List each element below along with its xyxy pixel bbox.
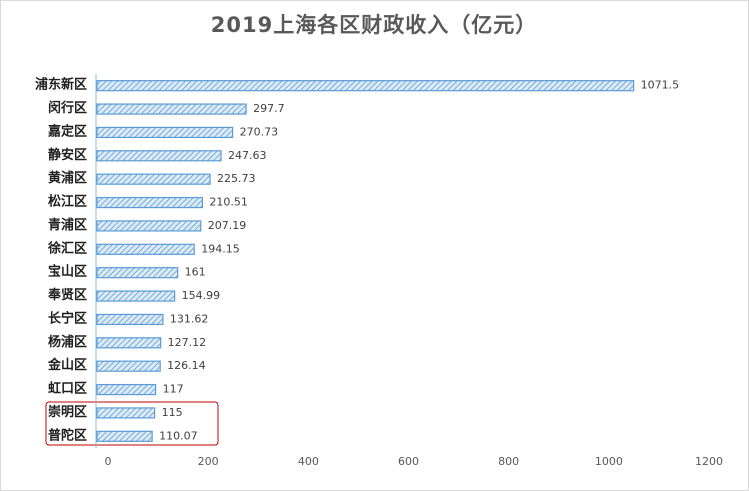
x-tick-label: 1000 [595, 455, 623, 468]
bar [96, 126, 234, 139]
bar [96, 80, 635, 92]
y-tick-label: 静安区 [48, 147, 87, 162]
value-label: 131.62 [170, 312, 209, 325]
value-label: 270.73 [240, 125, 279, 138]
bar [96, 103, 247, 115]
y-tick-label: 黄浦区 [48, 170, 87, 185]
value-label: 194.15 [201, 242, 240, 255]
value-label: 225.73 [217, 172, 256, 185]
y-tick-label: 奉贤区 [47, 287, 87, 302]
y-tick-label: 浦东新区 [35, 77, 87, 92]
value-label: 126.14 [167, 359, 206, 372]
value-label: 297.7 [253, 102, 285, 115]
bar [96, 243, 195, 255]
x-tick-label: 800 [498, 455, 519, 468]
bar [96, 430, 153, 442]
y-tick-label: 崇明区 [48, 404, 87, 419]
value-label: 161 [185, 266, 206, 279]
value-label: 207.19 [208, 219, 247, 232]
value-label: 115 [162, 406, 183, 419]
y-tick-label: 普陀区 [48, 427, 87, 442]
value-label: 117 [163, 383, 184, 396]
y-tick-label: 徐汇区 [47, 240, 87, 255]
y-tick-label: 金山区 [47, 357, 87, 372]
y-tick-label: 青浦区 [48, 217, 87, 232]
bar [96, 337, 162, 349]
value-label: 1071.5 [641, 79, 680, 92]
bar [96, 267, 179, 279]
y-tick-label: 闵行区 [48, 100, 87, 115]
y-tick-label: 杨浦区 [48, 334, 87, 349]
bar [96, 383, 157, 396]
bar [96, 150, 222, 162]
x-tick-label: 200 [198, 455, 219, 468]
bar [96, 360, 161, 372]
x-tick-label: 0 [105, 455, 112, 468]
y-tick-label: 长宁区 [48, 310, 87, 325]
y-tick-label: 松江区 [48, 194, 87, 209]
y-tick-label: 宝山区 [48, 264, 87, 279]
bar [96, 196, 204, 209]
value-label: 154.99 [182, 289, 221, 302]
value-label: 110.07 [159, 429, 198, 442]
bar [96, 173, 211, 185]
bar [96, 220, 202, 232]
chart-title: 2019上海各区财政收入（亿元） [211, 13, 537, 37]
x-tick-label: 1200 [695, 455, 723, 468]
bar [96, 313, 164, 326]
y-tick-label: 嘉定区 [47, 123, 87, 138]
bar [96, 290, 176, 302]
x-tick-label: 400 [298, 455, 319, 468]
value-label: 127.12 [168, 336, 207, 349]
x-tick-label: 600 [398, 455, 419, 468]
value-label: 210.51 [209, 196, 248, 209]
value-label: 247.63 [228, 149, 267, 162]
highlight-box [45, 401, 219, 446]
y-tick-label: 虹口区 [48, 381, 87, 396]
bar [96, 407, 156, 419]
